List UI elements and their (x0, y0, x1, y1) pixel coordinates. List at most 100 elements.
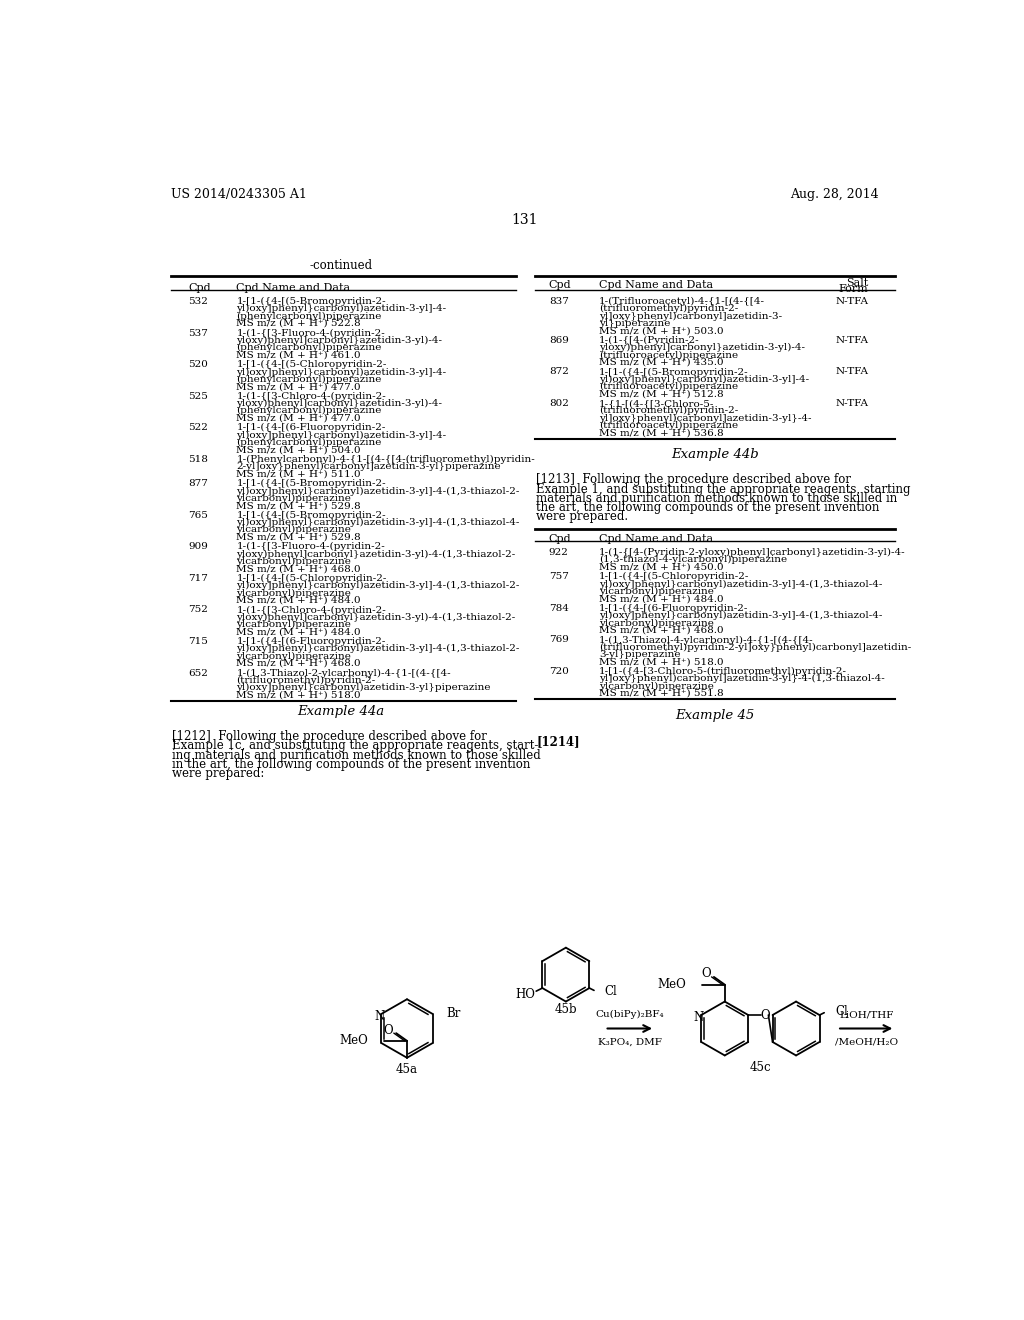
Text: (1,3-thiazol-4-ylcarbonyl)piperazine: (1,3-thiazol-4-ylcarbonyl)piperazine (599, 556, 787, 565)
Text: 872: 872 (549, 367, 568, 376)
Text: yl)oxy]phenyl}carbonyl)azetidin-3-yl]-4-(1,3-thiazol-2-: yl)oxy]phenyl}carbonyl)azetidin-3-yl]-4-… (237, 487, 520, 495)
Text: N: N (374, 1010, 384, 1023)
Text: 715: 715 (188, 638, 208, 645)
Text: MS m/z (M + H⁺) 518.0: MS m/z (M + H⁺) 518.0 (599, 657, 724, 667)
Text: were prepared:: were prepared: (172, 767, 264, 780)
Text: yl)oxy]phenyl}carbonyl)azetidin-3-yl]-4-: yl)oxy]phenyl}carbonyl)azetidin-3-yl]-4- (599, 375, 809, 384)
Text: ing materials and purification methods known to those skilled: ing materials and purification methods k… (172, 748, 541, 762)
Text: MS m/z (M + H⁺) 522.8: MS m/z (M + H⁺) 522.8 (237, 319, 361, 327)
Text: MS m/z (M + H⁺) 536.8: MS m/z (M + H⁺) 536.8 (599, 428, 724, 437)
Text: (phenylcarbonyl)piperazine: (phenylcarbonyl)piperazine (237, 312, 382, 321)
Text: Example 1, and substituting the appropriate reagents, starting: Example 1, and substituting the appropri… (537, 483, 911, 495)
Text: Cpd Name and Data: Cpd Name and Data (599, 535, 714, 544)
Text: yl}piperazine: yl}piperazine (599, 319, 671, 327)
Text: 1-(1-{[4-(Pyridin-2-: 1-(1-{[4-(Pyridin-2- (599, 335, 699, 345)
Text: ylcarbonyl)piperazine: ylcarbonyl)piperazine (237, 589, 351, 598)
Text: N-TFA: N-TFA (836, 367, 868, 376)
Text: (trifluoroacetyl)piperazine: (trifluoroacetyl)piperazine (599, 421, 738, 430)
Text: 537: 537 (188, 329, 208, 338)
Text: Cu(biPy)₂BF₄: Cu(biPy)₂BF₄ (596, 1010, 665, 1019)
Text: N-TFA: N-TFA (836, 399, 868, 408)
Text: US 2014/0243305 A1: US 2014/0243305 A1 (171, 189, 306, 202)
Text: MS m/z (M + H⁺) 512.8: MS m/z (M + H⁺) 512.8 (599, 389, 724, 399)
Text: 1-{1-[(4-{[3-Chloro-5-: 1-{1-[(4-{[3-Chloro-5- (599, 399, 715, 408)
Text: 1-(1-{[3-Chloro-4-(pyridin-2-: 1-(1-{[3-Chloro-4-(pyridin-2- (237, 392, 386, 401)
Text: (phenylcarbonyl)piperazine: (phenylcarbonyl)piperazine (237, 375, 382, 384)
Text: (trifluoroacetyl)piperazine: (trifluoroacetyl)piperazine (599, 381, 738, 391)
Text: 1-[1-({4-[(6-Fluoropyridin-2-: 1-[1-({4-[(6-Fluoropyridin-2- (237, 638, 386, 645)
Text: yloxy)phenyl]carbonyl}azetidin-3-yl)-4-(1,3-thiazol-2-: yloxy)phenyl]carbonyl}azetidin-3-yl)-4-(… (237, 549, 516, 558)
Text: MS m/z (M + H⁺) 484.0: MS m/z (M + H⁺) 484.0 (237, 627, 361, 636)
Text: yl)oxy]phenyl}carbonyl)azetidin-3-yl]-4-(1,3-thiazol-4-: yl)oxy]phenyl}carbonyl)azetidin-3-yl]-4-… (599, 579, 883, 589)
Text: [1212]  Following the procedure described above for: [1212] Following the procedure described… (172, 730, 487, 743)
Text: MS m/z (M + H⁺) 511.0: MS m/z (M + H⁺) 511.0 (237, 470, 361, 478)
Text: 520: 520 (188, 360, 208, 370)
Text: MS m/z (M + H⁺) 477.0: MS m/z (M + H⁺) 477.0 (237, 381, 361, 391)
Text: K₃PO₄, DMF: K₃PO₄, DMF (598, 1038, 662, 1047)
Text: 1-(Phenylcarbonyl)-4-{1-[(4-{[4-(trifluoromethyl)pyridin-: 1-(Phenylcarbonyl)-4-{1-[(4-{[4-(trifluo… (237, 455, 536, 463)
Text: (trifluoromethyl)pyridin-2-: (trifluoromethyl)pyridin-2- (599, 407, 738, 416)
Text: yloxy)phenyl]carbonyl}azetidin-3-yl)-4-(1,3-thiazol-2-: yloxy)phenyl]carbonyl}azetidin-3-yl)-4-(… (237, 612, 516, 622)
Text: MS m/z (M + H⁺) 477.0: MS m/z (M + H⁺) 477.0 (237, 413, 361, 422)
Text: 877: 877 (188, 479, 208, 488)
Text: LiOH/THF: LiOH/THF (839, 1010, 893, 1019)
Text: -continued: -continued (309, 259, 373, 272)
Text: yloxy)phenyl]carbonyl}azetidin-3-yl)-4-: yloxy)phenyl]carbonyl}azetidin-3-yl)-4- (599, 343, 805, 352)
Text: yl)oxy]phenyl}carbonyl)azetidin-3-yl]-4-(1,3-thiazol-2-: yl)oxy]phenyl}carbonyl)azetidin-3-yl]-4-… (237, 581, 520, 590)
Text: 752: 752 (188, 606, 208, 614)
Text: yloxy)phenyl]carbonyl}azetidin-3-yl)-4-: yloxy)phenyl]carbonyl}azetidin-3-yl)-4- (237, 399, 442, 408)
Text: HO: HO (515, 987, 536, 1001)
Text: 522: 522 (188, 424, 208, 432)
Text: 769: 769 (549, 635, 568, 644)
Text: were prepared.: were prepared. (537, 511, 629, 523)
Text: Form: Form (839, 284, 868, 294)
Text: 1-(1-{[3-Chloro-4-(pyridin-2-: 1-(1-{[3-Chloro-4-(pyridin-2- (237, 606, 386, 615)
Text: 45b: 45b (555, 1003, 578, 1016)
Text: yl)oxy]phenyl}carbonyl)azetidin-3-yl]-4-(1,3-thiazol-4-: yl)oxy]phenyl}carbonyl)azetidin-3-yl]-4-… (237, 517, 520, 527)
Text: in the art, the following compounds of the present invention: in the art, the following compounds of t… (172, 758, 530, 771)
Text: 1-[1-({4-[(6-Fluoropyridin-2-: 1-[1-({4-[(6-Fluoropyridin-2- (237, 424, 386, 433)
Text: MS m/z (M + H⁺) 551.8: MS m/z (M + H⁺) 551.8 (599, 689, 724, 698)
Text: 922: 922 (549, 548, 568, 557)
Text: Example 45: Example 45 (675, 709, 755, 722)
Text: Example 44a: Example 44a (298, 705, 385, 718)
Text: 720: 720 (549, 667, 568, 676)
Text: MS m/z (M + H⁺) 503.0: MS m/z (M + H⁺) 503.0 (599, 326, 724, 335)
Text: 652: 652 (188, 668, 208, 677)
Text: 802: 802 (549, 399, 568, 408)
Text: Salt: Salt (846, 277, 868, 288)
Text: 1-(Trifluoroacetyl)-4-{1-[(4-{[4-: 1-(Trifluoroacetyl)-4-{1-[(4-{[4- (599, 297, 765, 306)
Text: yl]oxy}phenyl)carbonyl]azetidin-3-yl}-4-(1,3-thiazol-4-: yl]oxy}phenyl)carbonyl]azetidin-3-yl}-4-… (599, 675, 885, 684)
Text: MS m/z (M + H⁺) 529.8: MS m/z (M + H⁺) 529.8 (237, 533, 361, 541)
Text: Cpd: Cpd (188, 284, 211, 293)
Text: 131: 131 (512, 213, 538, 227)
Text: 1-(1,3-Thiazol-4-ylcarbonyl)-4-{1-[(4-{[4-: 1-(1,3-Thiazol-4-ylcarbonyl)-4-{1-[(4-{[… (599, 635, 814, 644)
Text: Cl: Cl (605, 986, 617, 998)
Text: 1-(1,3-Thiazol-2-ylcarbonyl)-4-{1-[(4-{[4-: 1-(1,3-Thiazol-2-ylcarbonyl)-4-{1-[(4-{[… (237, 668, 452, 677)
Text: yl)oxy]phenyl}carbonyl)azetidin-3-yl]-4-(1,3-thiazol-2-: yl)oxy]phenyl}carbonyl)azetidin-3-yl]-4-… (237, 644, 520, 653)
Text: MS m/z (M + H⁺) 461.0: MS m/z (M + H⁺) 461.0 (237, 351, 361, 359)
Text: MS m/z (M + H⁺) 484.0: MS m/z (M + H⁺) 484.0 (599, 594, 724, 603)
Text: yl)oxy]phenyl}carbonyl)azetidin-3-yl]-4-: yl)oxy]phenyl}carbonyl)azetidin-3-yl]-4- (237, 430, 446, 440)
Text: 1-(1-{[3-Fluoro-4-(pyridin-2-: 1-(1-{[3-Fluoro-4-(pyridin-2- (237, 329, 385, 338)
Text: ylcarbonyl)piperazine: ylcarbonyl)piperazine (237, 494, 351, 503)
Text: /MeOH/H₂O: /MeOH/H₂O (835, 1038, 898, 1047)
Text: (phenylcarbonyl)piperazine: (phenylcarbonyl)piperazine (237, 343, 382, 352)
Text: O: O (701, 968, 711, 981)
Text: 1-[1-({4-[(6-Fluoropyridin-2-: 1-[1-({4-[(6-Fluoropyridin-2- (599, 603, 749, 612)
Text: Cpd: Cpd (549, 280, 571, 290)
Text: 784: 784 (549, 603, 568, 612)
Text: MS m/z (M + H⁺) 435.0: MS m/z (M + H⁺) 435.0 (599, 358, 724, 367)
Text: Cpd Name and Data: Cpd Name and Data (599, 280, 714, 290)
Text: 45c: 45c (750, 1061, 771, 1074)
Text: 1-[1-({4-[(5-Bromopyridin-2-: 1-[1-({4-[(5-Bromopyridin-2- (237, 511, 386, 520)
Text: 1-[1-({4-[(5-Bromopyridin-2-: 1-[1-({4-[(5-Bromopyridin-2- (599, 367, 749, 376)
Text: MeO: MeO (340, 1035, 369, 1047)
Text: (trifluoroacetyl)piperazine: (trifluoroacetyl)piperazine (599, 351, 738, 359)
Text: (phenylcarbonyl)piperazine: (phenylcarbonyl)piperazine (237, 407, 382, 416)
Text: Cl: Cl (835, 1005, 848, 1018)
Text: (phenylcarbonyl)piperazine: (phenylcarbonyl)piperazine (237, 438, 382, 447)
Text: 765: 765 (188, 511, 208, 520)
Text: 1-[1-({4-[(5-Bromopyridin-2-: 1-[1-({4-[(5-Bromopyridin-2- (237, 297, 386, 306)
Text: yl)oxy]phenyl}carbonyl)azetidin-3-yl]-4-(1,3-thiazol-4-: yl)oxy]phenyl}carbonyl)azetidin-3-yl]-4-… (599, 611, 883, 620)
